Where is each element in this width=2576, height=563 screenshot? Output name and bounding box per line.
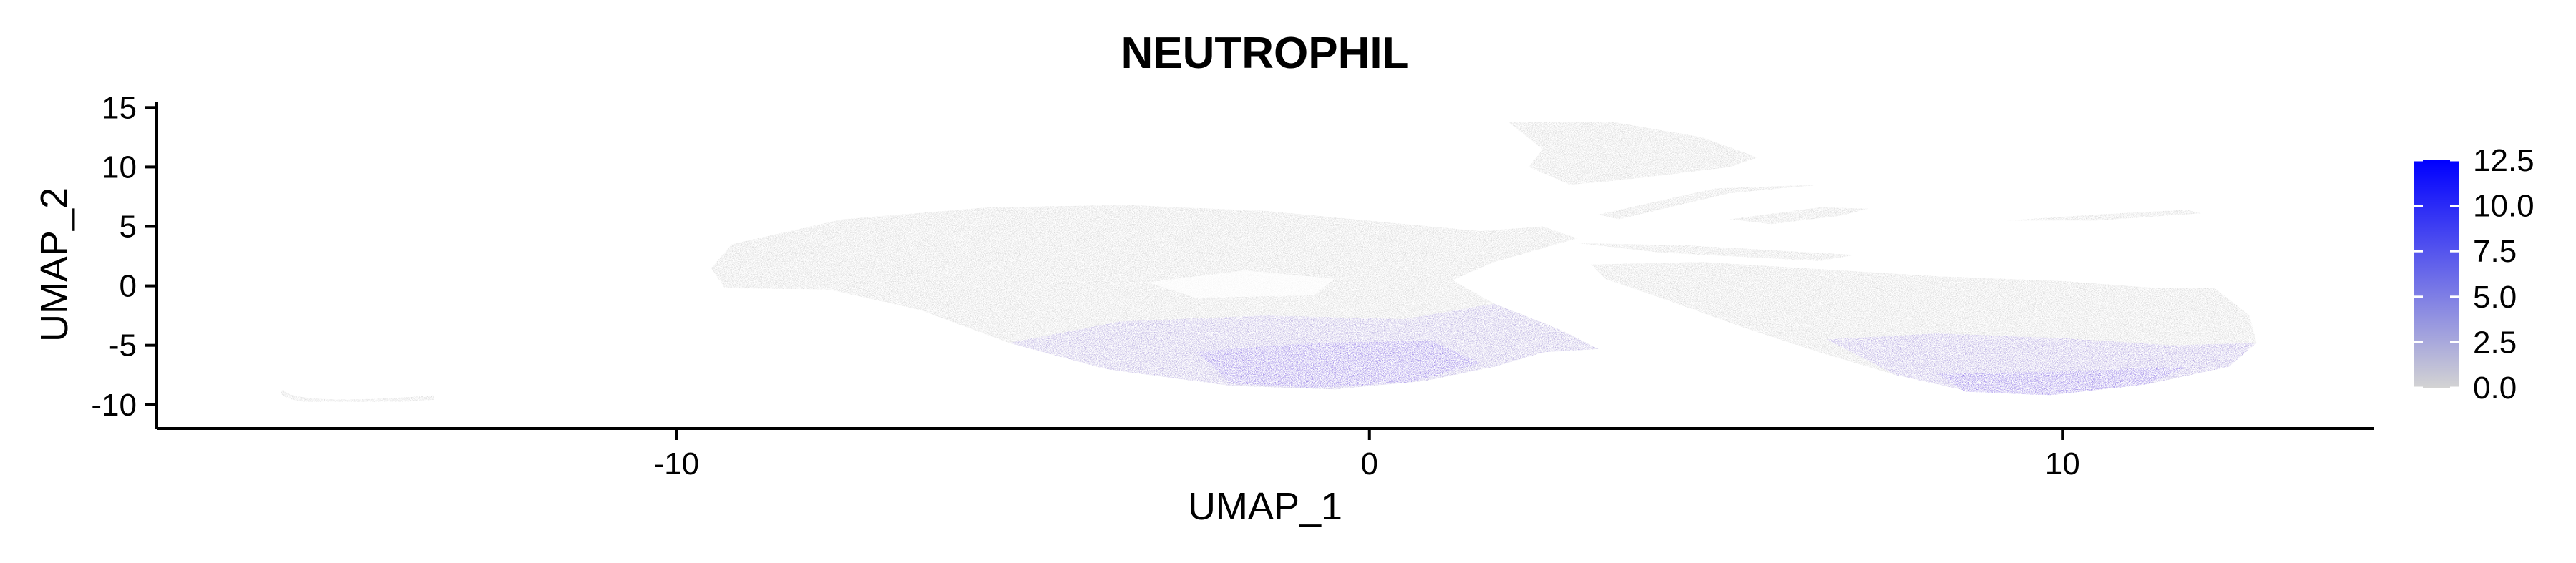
- legend-label: 10.0: [2473, 189, 2534, 224]
- cell-points: [279, 122, 2257, 404]
- y-tick-label: 5: [119, 209, 137, 244]
- main-cluster-high-expression: [1196, 341, 1480, 388]
- x-tick-label: -10: [654, 446, 700, 481]
- y-axis-ticks: 15 10 5 0 -5 -10: [91, 90, 157, 423]
- y-tick-label: 10: [102, 150, 137, 185]
- legend-label: 5.0: [2473, 280, 2517, 315]
- y-tick-label: 0: [119, 269, 137, 304]
- legend-label: 12.5: [2473, 143, 2534, 178]
- legend-label: 0.0: [2473, 371, 2517, 406]
- x-tick-label: 0: [1361, 446, 1378, 481]
- upper-right-cluster: [1508, 122, 1758, 185]
- y-tick-label: 15: [102, 90, 137, 125]
- y-tick-label: -10: [91, 388, 137, 423]
- legend-label: 2.5: [2473, 325, 2517, 360]
- x-axis-title: UMAP_1: [1188, 485, 1342, 528]
- y-tick-label: -5: [109, 328, 137, 363]
- legend-colorbar: [2414, 160, 2459, 388]
- chart-title: NEUTROPHIL: [1121, 29, 1410, 78]
- x-axis-ticks: -10 0 10: [654, 429, 2080, 481]
- y-axis-title: UMAP_2: [33, 187, 76, 342]
- far-left-island: [279, 389, 434, 404]
- x-tick-label: 10: [2045, 446, 2080, 481]
- color-legend: 12.5 10.0 7.5 5.0 2.5 0.0: [2414, 143, 2534, 406]
- right-cluster-high-expression: [1937, 366, 2187, 396]
- legend-label: 7.5: [2473, 234, 2517, 269]
